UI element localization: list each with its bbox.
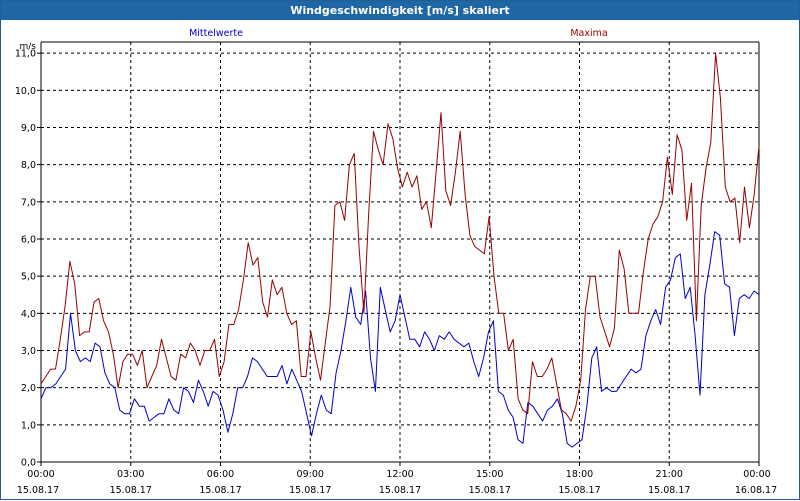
y-tick-label: 9,0: [21, 123, 36, 134]
x-tick-date: 15.08.17: [648, 485, 690, 496]
window-title: Windgeschwindigkeit [m/s] skaliert: [1, 1, 799, 20]
x-tick-time: 06:00: [207, 469, 234, 480]
y-tick-label: 6,0: [21, 234, 36, 245]
y-tick-label: 8,0: [21, 160, 36, 171]
legend-entry-maxima: Maxima: [570, 28, 607, 39]
x-tick-date: 15.08.17: [558, 485, 600, 496]
series-line-mittelwerte: [40, 231, 760, 448]
y-tick-label: 10,0: [15, 86, 36, 97]
y-axis-label: m/s: [20, 42, 37, 52]
x-tick-date: 15.08.17: [469, 485, 511, 496]
x-tick-time: 12:00: [386, 469, 413, 480]
x-tick-date: 15.08.17: [379, 485, 421, 496]
y-tick-label: 3,0: [21, 346, 36, 357]
y-tick-label: 2,0: [21, 383, 36, 394]
y-tick-label: 4,0: [21, 309, 36, 320]
x-tick-date: 15.08.17: [17, 485, 59, 496]
y-tick-label: 1,0: [21, 420, 36, 431]
x-tick-time: 00:00: [27, 469, 54, 480]
y-tick-label: 11,0: [15, 49, 36, 60]
y-tick-label: 0,0: [21, 458, 36, 469]
x-tick-time: 00:00: [743, 469, 770, 480]
y-tick-label: 7,0: [21, 197, 36, 208]
x-tick-time: 15:00: [476, 469, 503, 480]
series-lines: [40, 52, 760, 448]
x-tick-time: 18:00: [566, 469, 593, 480]
x-tick-date: 15.08.17: [289, 485, 331, 496]
x-ticks: 00:00 15.08.17 03:00 15.08.17 06:00 15.08.17 0…: [17, 462, 777, 496]
x-tick-date: 15.08.17: [199, 485, 241, 496]
x-tick-time: 09:00: [297, 469, 324, 480]
series-line-maxima: [40, 52, 760, 422]
y-ticks: 0,0 1,0 2,0 3,0 4,0 5,0 6,0 7,0 8,0 9,0 10,0 11,0: [15, 49, 41, 469]
x-tick-date: 16.08.17: [735, 485, 777, 496]
x-tick-date: 15.08.17: [110, 485, 152, 496]
legend-entry-mittelwerte: Mittelwerte: [189, 28, 243, 39]
grid: [41, 42, 759, 462]
y-tick-label: 5,0: [21, 272, 36, 283]
x-tick-time: 03:00: [117, 469, 144, 480]
x-tick-time: 21:00: [656, 469, 683, 480]
